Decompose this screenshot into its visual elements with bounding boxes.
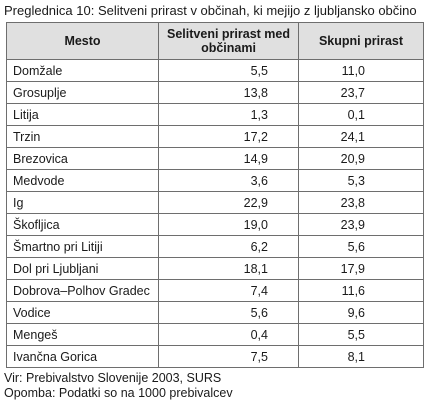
table-row: Trzin 17,2 24,1 — [6, 125, 424, 148]
cell-selitveni-prirast: 19,0 — [158, 213, 299, 236]
cell-mesto: Škofljica — [6, 213, 159, 236]
cell-skupni-prirast: 0,1 — [298, 103, 424, 126]
header-selitveni-prirast: Selitveni prirast med občinami — [158, 22, 299, 60]
cell-mesto: Ig — [6, 191, 159, 214]
caption-text: Selitveni prirast v občinah, ki mejijo z… — [97, 3, 417, 18]
cell-mesto: Dol pri Ljubljani — [6, 257, 159, 280]
table-row: Litija 1,3 0,1 — [6, 103, 424, 126]
cell-skupni-prirast: 20,9 — [298, 147, 424, 170]
cell-skupni-prirast: 5,6 — [298, 235, 424, 258]
cell-mesto: Ivančna Gorica — [6, 345, 159, 368]
cell-mesto: Litija — [6, 103, 159, 126]
cell-mesto: Trzin — [6, 125, 159, 148]
cell-mesto: Šmartno pri Litiji — [6, 235, 159, 258]
table-caption: Preglednica 10: Selitveni prirast v obči… — [4, 3, 417, 18]
table-row: Medvode 3,6 5,3 — [6, 169, 424, 192]
table-row: Grosuplje 13,8 23,7 — [6, 81, 424, 104]
cell-skupni-prirast: 5,3 — [298, 169, 424, 192]
table-footer: Vir: Prebivalstvo Slovenije 2003, SURS O… — [4, 371, 233, 401]
cell-skupni-prirast: 23,9 — [298, 213, 424, 236]
cell-selitveni-prirast: 14,9 — [158, 147, 299, 170]
cell-skupni-prirast: 23,8 — [298, 191, 424, 214]
cell-skupni-prirast: 24,1 — [298, 125, 424, 148]
table-row: Ivančna Gorica 7,5 8,1 — [6, 345, 424, 368]
caption-label: Preglednica 10: — [4, 3, 95, 18]
cell-mesto: Brezovica — [6, 147, 159, 170]
migration-table: Mesto Selitveni prirast med občinami Sku… — [6, 22, 424, 368]
units-note: Opomba: Podatki so na 1000 prebivalcev — [4, 386, 233, 400]
table-row: Dol pri Ljubljani 18,1 17,9 — [6, 257, 424, 280]
cell-selitveni-prirast: 18,1 — [158, 257, 299, 280]
cell-skupni-prirast: 11,6 — [298, 279, 424, 302]
cell-mesto: Grosuplje — [6, 81, 159, 104]
cell-skupni-prirast: 11,0 — [298, 59, 424, 82]
cell-selitveni-prirast: 5,5 — [158, 59, 299, 82]
cell-selitveni-prirast: 0,4 — [158, 323, 299, 346]
cell-mesto: Mengeš — [6, 323, 159, 346]
cell-skupni-prirast: 23,7 — [298, 81, 424, 104]
table-row: Škofljica 19,0 23,9 — [6, 213, 424, 236]
table-row: Brezovica 14,9 20,9 — [6, 147, 424, 170]
cell-selitveni-prirast: 5,6 — [158, 301, 299, 324]
cell-skupni-prirast: 17,9 — [298, 257, 424, 280]
cell-selitveni-prirast: 6,2 — [158, 235, 299, 258]
cell-selitveni-prirast: 7,4 — [158, 279, 299, 302]
header-skupni-prirast: Skupni prirast — [298, 22, 424, 60]
table-row: Ig 22,9 23,8 — [6, 191, 424, 214]
header-row: Mesto Selitveni prirast med občinami Sku… — [6, 22, 424, 60]
cell-selitveni-prirast: 13,8 — [158, 81, 299, 104]
cell-mesto: Vodice — [6, 301, 159, 324]
cell-skupni-prirast: 5,5 — [298, 323, 424, 346]
cell-mesto: Domžale — [6, 59, 159, 82]
cell-selitveni-prirast: 3,6 — [158, 169, 299, 192]
cell-mesto: Dobrova–Polhov Gradec — [6, 279, 159, 302]
cell-skupni-prirast: 9,6 — [298, 301, 424, 324]
cell-selitveni-prirast: 22,9 — [158, 191, 299, 214]
table-row: Mengeš 0,4 5,5 — [6, 323, 424, 346]
table-row: Dobrova–Polhov Gradec 7,4 11,6 — [6, 279, 424, 302]
table-row: Šmartno pri Litiji 6,2 5,6 — [6, 235, 424, 258]
source-note: Vir: Prebivalstvo Slovenije 2003, SURS — [4, 371, 222, 385]
table-row: Vodice 5,6 9,6 — [6, 301, 424, 324]
table-body: Domžale 5,5 11,0 Grosuplje 13,8 23,7 Litija 1,3… — [6, 59, 424, 368]
cell-mesto: Medvode — [6, 169, 159, 192]
cell-selitveni-prirast: 7,5 — [158, 345, 299, 368]
header-mesto: Mesto — [6, 22, 159, 60]
cell-selitveni-prirast: 17,2 — [158, 125, 299, 148]
cell-selitveni-prirast: 1,3 — [158, 103, 299, 126]
table-row: Domžale 5,5 11,0 — [6, 59, 424, 82]
cell-skupni-prirast: 8,1 — [298, 345, 424, 368]
